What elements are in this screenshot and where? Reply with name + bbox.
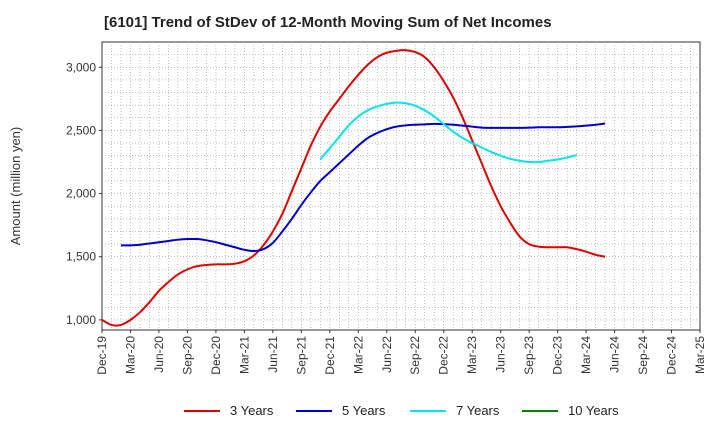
series-line-7-years <box>319 101 577 164</box>
y-tick-label: 2,000 <box>66 187 96 201</box>
legend-swatch-7-years <box>410 409 446 412</box>
x-tick-label: Dec-24 <box>665 336 679 375</box>
legend-item-3-years: 3 Years <box>184 403 273 418</box>
y-axis-label: Amount (million yen) <box>8 127 23 246</box>
x-tick-label: Sep-21 <box>294 336 308 375</box>
legend-label-5-years: 5 Years <box>342 403 386 418</box>
x-tick-label: Mar-22 <box>351 336 365 374</box>
legend-item-7-years: 7 Years <box>410 403 499 418</box>
x-tick-label: Mar-23 <box>465 336 479 374</box>
plot-area <box>101 41 701 331</box>
x-tick-label: Mar-20 <box>123 336 137 374</box>
legend-item-5-years: 5 Years <box>296 403 385 418</box>
x-tick-label: Sep-23 <box>522 336 536 375</box>
legend-item-10-years: 10 Years <box>522 403 619 418</box>
x-tick-label: Dec-21 <box>323 336 337 375</box>
legend-swatch-3-years <box>184 409 220 412</box>
series-line-5-years <box>120 122 606 253</box>
legend-swatch-5-years <box>296 409 332 412</box>
legend-swatch-10-years <box>522 409 558 412</box>
chart-title: [6101] Trend of StDev of 12-Month Moving… <box>104 14 552 31</box>
legend-label-10-years: 10 Years <box>568 403 619 418</box>
y-tick-label: 3,000 <box>66 60 96 74</box>
y-tick-label: 1,500 <box>66 250 96 264</box>
x-tick-label: Jun-24 <box>608 336 622 373</box>
x-tick-label: Sep-22 <box>408 336 422 375</box>
x-tick-label: Mar-21 <box>237 336 251 374</box>
x-tick-label: Mar-25 <box>693 336 707 374</box>
legend-label-7-years: 7 Years <box>456 403 500 418</box>
x-tick-label: Jun-21 <box>266 336 280 373</box>
x-tick-label: Sep-20 <box>180 336 194 375</box>
x-tick-label: Jun-20 <box>152 336 166 373</box>
y-tick-label: 2,500 <box>66 123 96 137</box>
x-tick-label: Dec-20 <box>209 336 223 375</box>
legend-label-3-years: 3 Years <box>230 403 274 418</box>
legend: 3 Years 5 Years 7 Years 10 Years <box>0 403 720 427</box>
x-tick-label: Dec-19 <box>95 336 109 375</box>
x-tick-label: Sep-24 <box>636 336 650 375</box>
y-tick-label: 1,000 <box>66 313 96 327</box>
x-tick-label: Dec-23 <box>551 336 565 375</box>
x-tick-label: Jun-23 <box>494 336 508 373</box>
x-tick-label: Mar-24 <box>579 336 593 374</box>
series-line-3-years <box>101 49 606 327</box>
x-tick-label: Dec-22 <box>437 336 451 375</box>
x-tick-label: Jun-22 <box>380 336 394 373</box>
